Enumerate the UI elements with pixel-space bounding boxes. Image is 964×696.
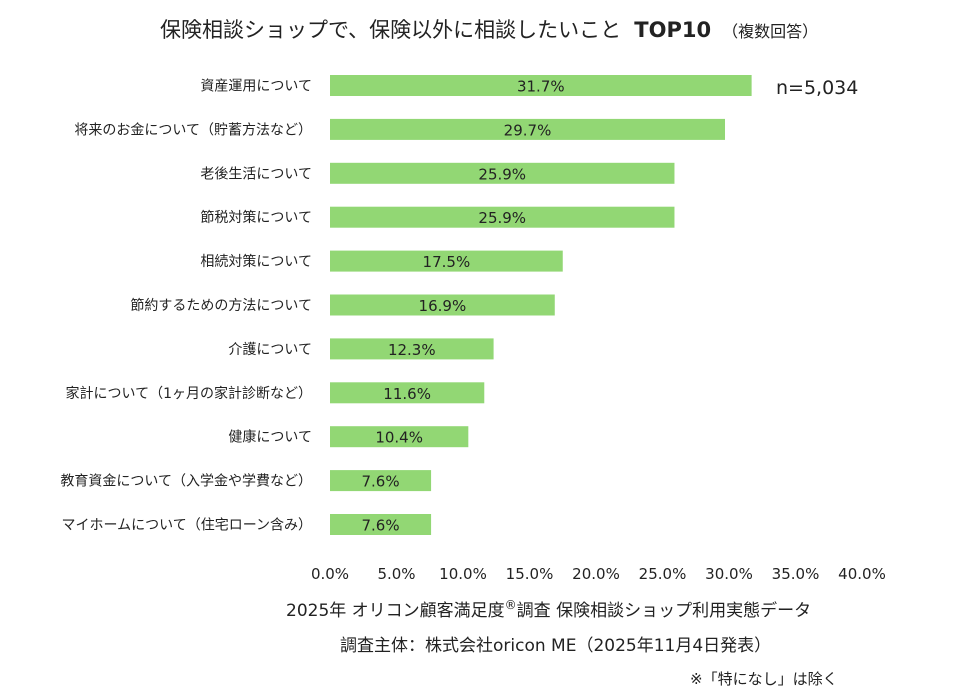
footer-source-b: 調査 保険相談ショップ利用実態データ bbox=[517, 600, 811, 621]
value-label-8: 11.6% bbox=[383, 385, 431, 403]
value-label-3: 25.9% bbox=[478, 165, 526, 183]
category-label-7: 介護について bbox=[228, 342, 312, 358]
chart-title: 保険相談ショップで、保険以外に相談したいこと TOP10 （複数回答） bbox=[160, 18, 818, 42]
bar-2 bbox=[330, 118, 726, 140]
x-tick-label-4: 15.0% bbox=[506, 565, 554, 583]
x-tick-label-3: 10.0% bbox=[439, 565, 487, 583]
value-label-4: 25.9% bbox=[478, 209, 526, 227]
bar-4 bbox=[330, 206, 675, 228]
category-label-10: 教育資金について（入学金や学費など） bbox=[60, 474, 312, 490]
category-label-4: 節税対策について bbox=[200, 209, 312, 226]
footer-registered-mark: ® bbox=[505, 598, 517, 612]
category-label-5: 相続対策について bbox=[200, 253, 312, 270]
bar-5 bbox=[330, 250, 563, 272]
category-label-6: 節約するための方法について bbox=[130, 297, 312, 314]
value-label-10: 7.6% bbox=[361, 473, 399, 491]
category-label-3: 老後生活について bbox=[200, 166, 312, 182]
value-label-1: 31.7% bbox=[517, 78, 565, 96]
bar-11 bbox=[330, 514, 432, 535]
category-label-9: 健康について bbox=[228, 429, 312, 446]
x-tick-label-6: 25.0% bbox=[639, 565, 687, 583]
bars-group bbox=[330, 75, 752, 535]
footer-survey-line: 調査主体：株式会社oricon ME（2025年11月4日発表） bbox=[340, 636, 771, 656]
category-label-2: 将来のお金について（貯蓄方法など） bbox=[74, 122, 312, 138]
bar-7 bbox=[330, 338, 494, 360]
value-label-7: 12.3% bbox=[388, 341, 436, 359]
x-axis-ticks: 0.0% 5.0% 10.0% 15.0% 20.0% 25.0% 30.0% 35.0% 40… bbox=[311, 565, 886, 583]
x-tick-label-8: 35.0% bbox=[772, 565, 820, 583]
chart-title-subtitle: （複数回答） bbox=[722, 22, 818, 41]
footer-source-a: 2025年 オリコン顧客満足度 bbox=[286, 601, 505, 621]
category-label-8: 家計について（1ヶ月の家計診断など） bbox=[66, 385, 313, 402]
value-label-11: 7.6% bbox=[361, 517, 399, 535]
x-tick-label-1: 0.0% bbox=[311, 565, 349, 583]
bar-1 bbox=[330, 75, 752, 96]
sample-size-label: n=5,034 bbox=[776, 77, 858, 99]
value-label-2: 29.7% bbox=[504, 121, 552, 139]
chart-title-main: 保険相談ショップで、保険以外に相談したいこと bbox=[160, 18, 621, 42]
x-tick-label-9: 40.0% bbox=[838, 565, 886, 583]
footer-source-line: 2025年 オリコン顧客満足度®調査 保険相談ショップ利用実態データ bbox=[286, 598, 811, 621]
bar-3 bbox=[330, 162, 675, 184]
chart-title-top10: TOP10 bbox=[634, 18, 711, 42]
value-label-9: 10.4% bbox=[375, 429, 423, 447]
x-tick-label-2: 5.0% bbox=[377, 565, 415, 583]
value-label-5: 17.5% bbox=[423, 253, 471, 271]
x-tick-label-7: 30.0% bbox=[705, 565, 753, 583]
bar-10 bbox=[330, 470, 432, 492]
bar-9 bbox=[330, 426, 469, 448]
value-label-6: 16.9% bbox=[419, 297, 467, 315]
category-label-11: マイホームについて（住宅ローン含み） bbox=[62, 518, 312, 534]
category-label-1: 資産運用について bbox=[200, 79, 312, 95]
value-labels: 31.7% 29.7% 25.9% 25.9% 17.5% 16.9% 12.3% 11.6%… bbox=[361, 78, 564, 535]
bar-8 bbox=[330, 382, 485, 404]
x-tick-label-5: 20.0% bbox=[572, 565, 620, 583]
footer-note: ※「特になし」は除く bbox=[690, 670, 838, 688]
bar-6 bbox=[330, 294, 555, 316]
